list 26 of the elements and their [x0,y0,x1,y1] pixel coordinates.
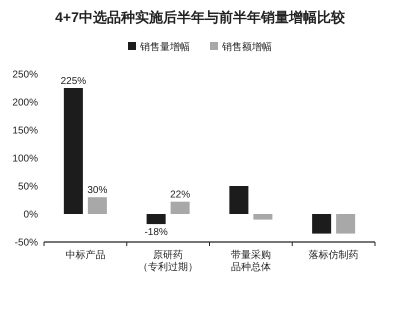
y-tick-label: -50% [14,238,38,248]
x-tick-label: 带量采购品种总体 [230,249,271,273]
bar [229,186,248,214]
chart-title: 4+7中选品种实施后半年与前半年销量增幅比较 [55,9,346,25]
x-tick-label: 原研药（专利过期） [138,249,198,273]
bar [146,214,166,224]
y-tick-label: 0% [24,210,38,220]
bar [170,202,190,214]
x-tick-label: 中标产品 [65,249,106,261]
x-tick-label: 落标仿制药 [308,249,359,261]
data-label: 30% [87,185,108,196]
bar [253,214,272,220]
legend-label: 销售量增幅 [139,41,190,53]
bar [88,197,107,214]
bar [64,88,83,214]
data-label: 22% [170,190,190,201]
bar [336,214,356,234]
y-tick-label: 50% [18,182,38,192]
y-tick-label: 150% [12,126,38,136]
y-tick-label: 100% [12,154,38,164]
data-label: 225% [60,76,86,87]
data-label: -18% [144,227,168,238]
y-tick-label: 250% [12,70,38,80]
legend-label: 销售额增幅 [221,41,272,53]
y-tick-label: 200% [12,98,38,108]
bar [312,214,332,234]
